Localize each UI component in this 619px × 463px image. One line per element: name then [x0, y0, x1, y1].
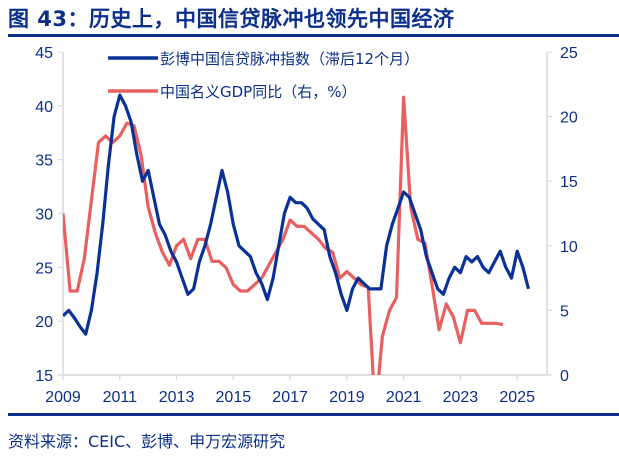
x-tick-label: 2009 [45, 389, 81, 406]
left-tick-label: 45 [35, 45, 53, 62]
right-tick-label: 0 [560, 368, 569, 385]
x-tick-label: 2015 [216, 389, 252, 406]
left-tick-label: 30 [35, 207, 53, 224]
right-tick-label: 25 [560, 45, 578, 62]
source-note: 资料来源：CEIC、彭博、申万宏源研究 [8, 432, 286, 451]
plot-lines [63, 93, 531, 375]
x-tick-label: 2013 [159, 389, 195, 406]
x-tick-label: 2019 [329, 389, 365, 406]
figure-title: 图 43：历史上，中国信贷脉冲也领先中国经济 [8, 7, 455, 31]
x-tick-label: 2011 [103, 389, 138, 406]
legend-label-credit: 彭博中国信贷脉冲指数（滞后12个月） [160, 50, 419, 68]
left-tick-label: 15 [35, 368, 53, 385]
right-tick-label: 10 [560, 239, 578, 256]
source-divider [8, 413, 619, 416]
left-tick-label: 20 [35, 314, 53, 331]
credit-impulse-line [63, 93, 531, 336]
x-tick-label: 2017 [272, 389, 308, 406]
left-tick-label: 35 [35, 153, 53, 170]
left-tick-label: 40 [35, 99, 53, 116]
x-tick-label: 2021 [386, 389, 422, 406]
left-tick-label: 25 [35, 260, 53, 277]
x-tick-label: 2025 [499, 389, 535, 406]
right-tick-label: 5 [560, 303, 569, 320]
right-tick-label: 20 [560, 110, 578, 127]
legend: 彭博中国信贷脉冲指数（滞后12个月） 中国名义GDP同比（右，%） [108, 50, 419, 101]
legend-label-gdp: 中国名义GDP同比（右，%） [160, 83, 356, 101]
title-underline [8, 34, 619, 37]
x-tick-label: 2023 [443, 389, 479, 406]
right-tick-label: 15 [560, 174, 578, 191]
nominal-gdp-line [63, 95, 504, 375]
